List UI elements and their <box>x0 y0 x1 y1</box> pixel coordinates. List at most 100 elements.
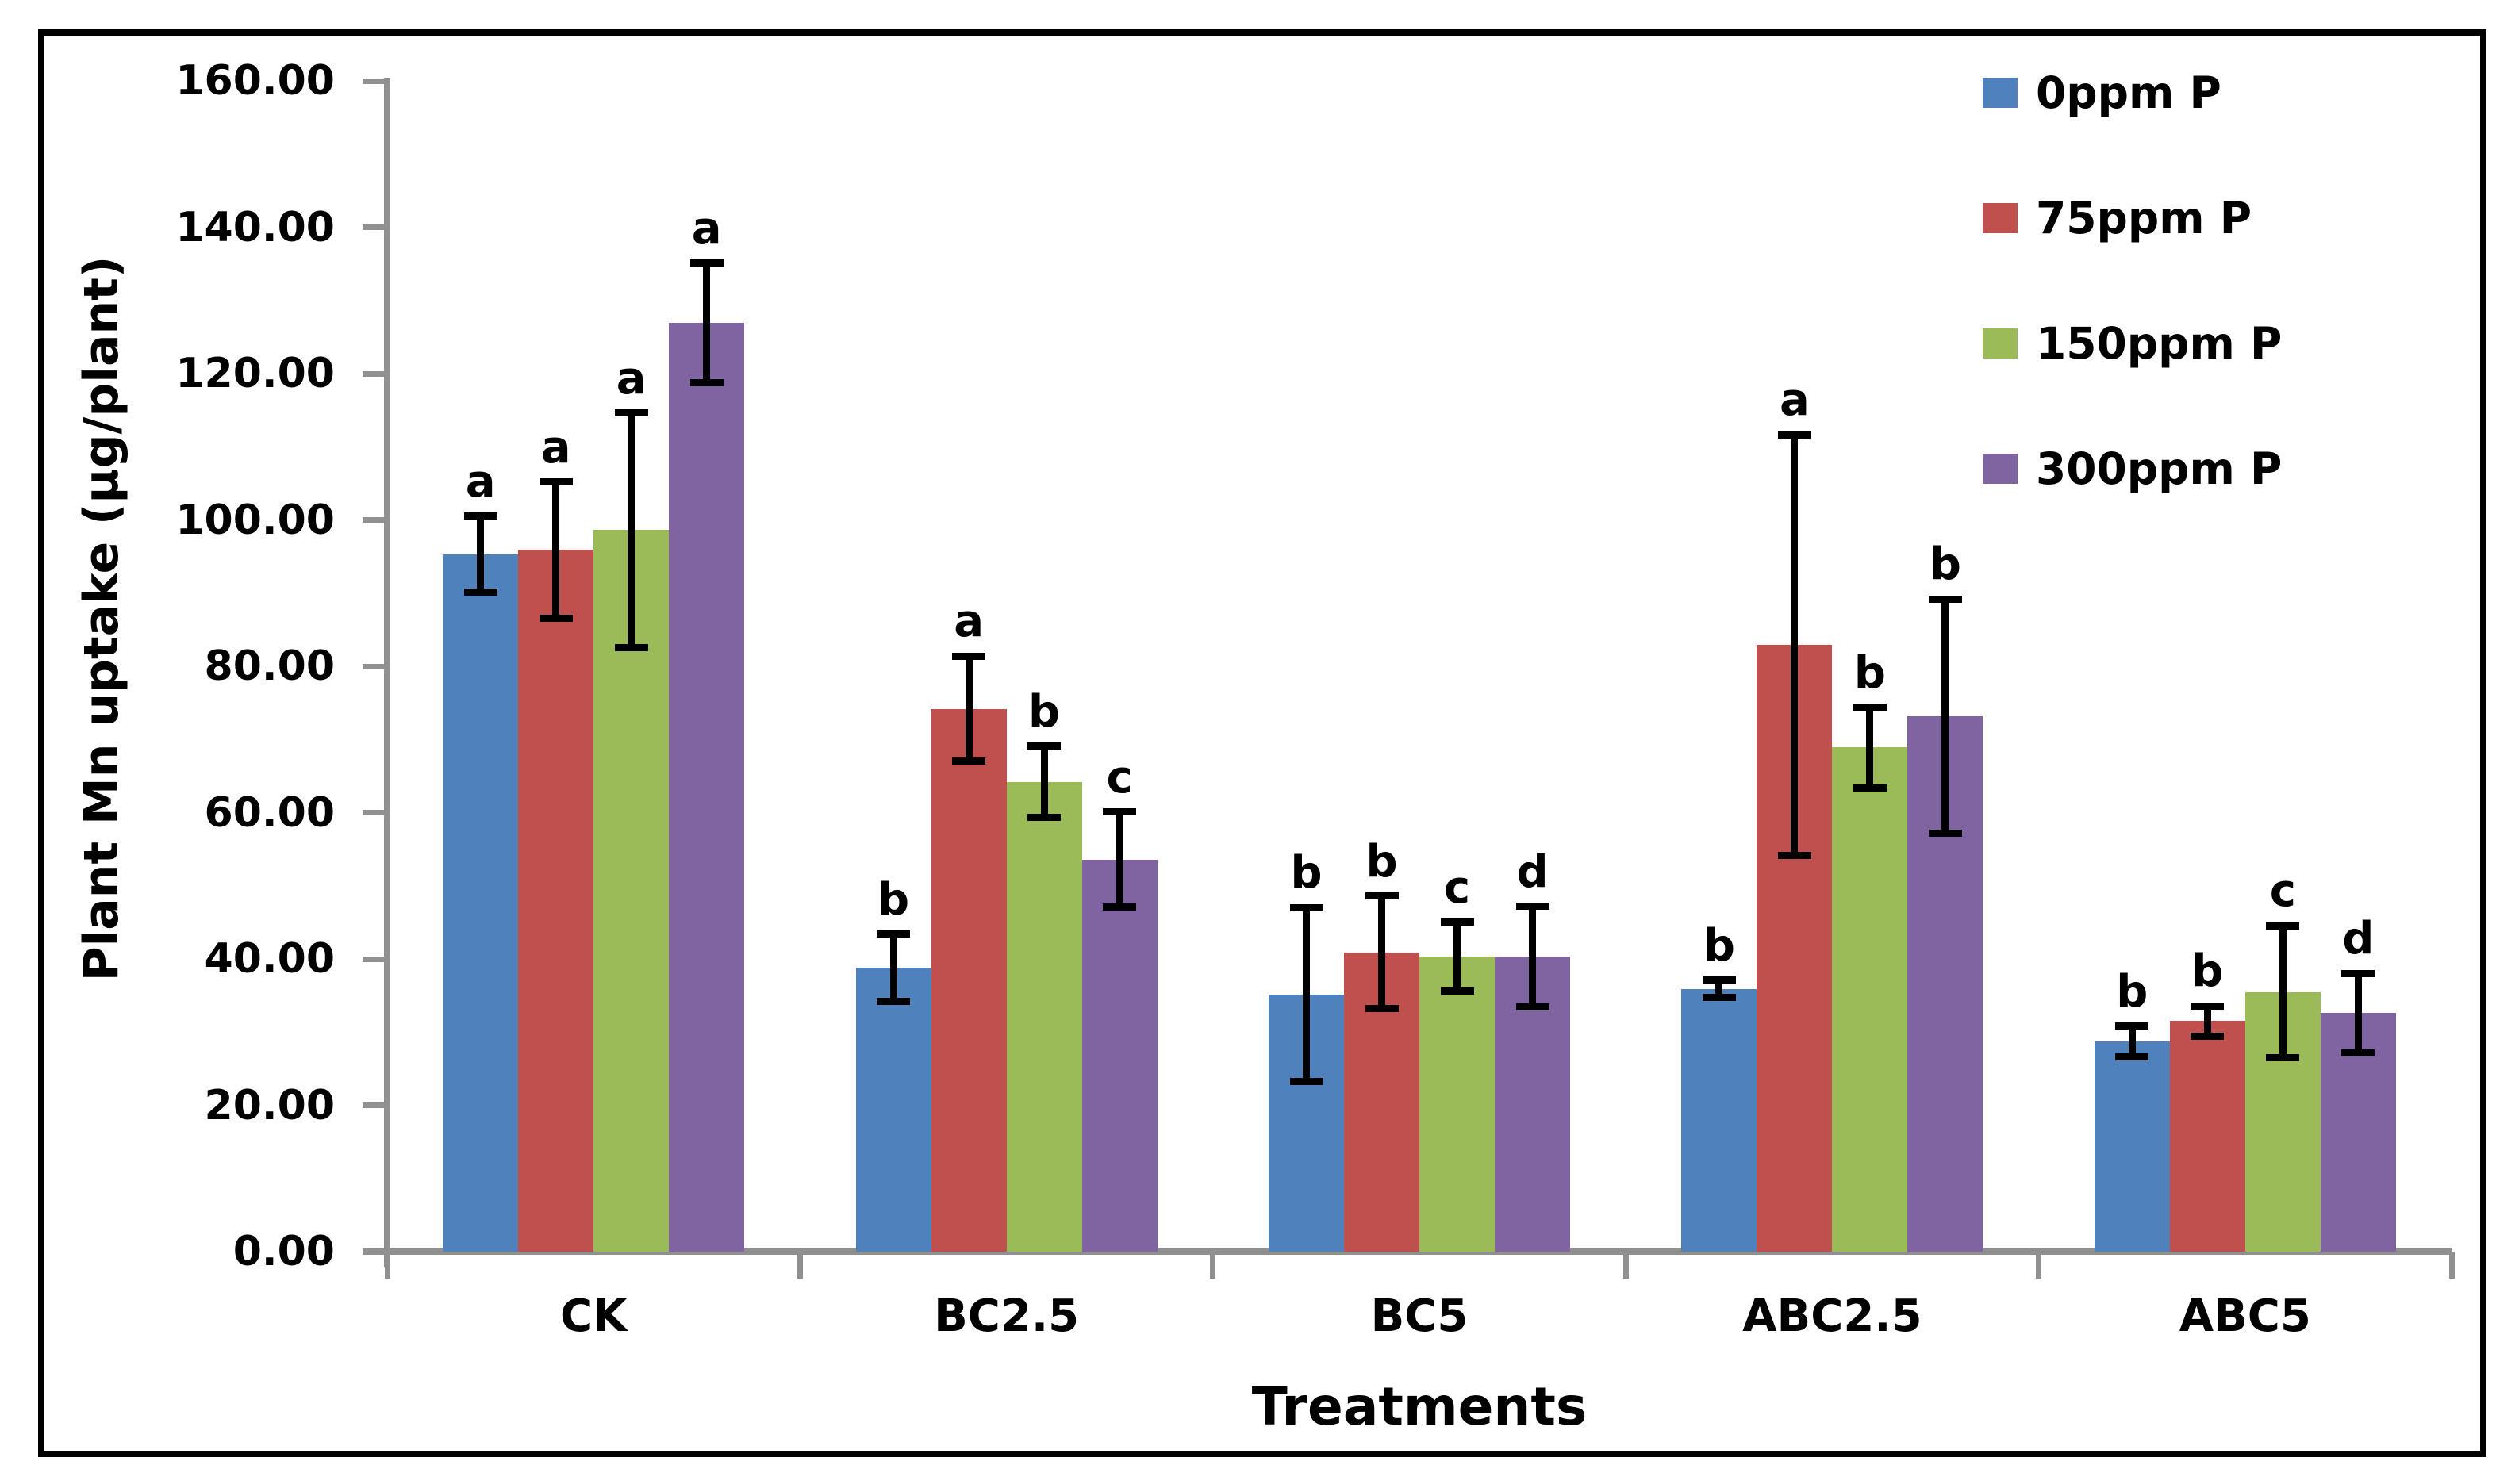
bar-75ppm-P-ABC5 <box>2169 1021 2245 1252</box>
y-tick-label: 60.00 <box>204 788 335 837</box>
error-bar-line-150ppm-P-ABC5 <box>2279 926 2287 1058</box>
significance-letter-300ppm-P-BC5: d <box>1516 846 1549 898</box>
y-tick-label: 120.00 <box>175 350 335 397</box>
error-bar-cap-bottom-0ppm-P-ABC5 <box>2115 1053 2149 1061</box>
error-bar-cap-top-0ppm-P-BC5 <box>1289 903 1323 911</box>
legend-swatch-300ppm-P <box>1983 454 2018 484</box>
error-bar-cap-top-75ppm-P-ABC2.5 <box>1777 431 1811 439</box>
error-bar-line-150ppm-P-BC2.5 <box>1040 746 1048 818</box>
y-tick-label: 100.00 <box>175 496 335 544</box>
y-tick <box>363 810 386 815</box>
y-tick-label: 0.00 <box>232 1228 335 1275</box>
error-bar-line-150ppm-P-BC5 <box>1453 922 1461 991</box>
error-bar-cap-top-0ppm-P-ABC2.5 <box>1702 976 1736 984</box>
error-bar-line-300ppm-P-ABC5 <box>2354 973 2362 1053</box>
error-bar-cap-top-0ppm-P-ABC5 <box>2115 1022 2149 1030</box>
error-bar-cap-top-75ppm-P-BC5 <box>1365 892 1399 900</box>
error-bar-cap-bottom-0ppm-P-BC2.5 <box>877 998 911 1005</box>
bar-300ppm-P-CK <box>669 323 745 1252</box>
significance-letter-300ppm-P-ABC2.5: b <box>1929 539 1961 591</box>
significance-letter-0ppm-P-ABC5: b <box>2116 965 2148 1018</box>
error-bar-line-300ppm-P-BC2.5 <box>1116 811 1123 907</box>
significance-letter-75ppm-P-BC2.5: a <box>954 596 984 648</box>
error-bar-line-300ppm-P-CK <box>703 263 711 383</box>
x-axis-title: Treatments <box>1251 1376 1588 1437</box>
error-bar-line-75ppm-P-BC5 <box>1378 895 1385 1009</box>
x-axis-line <box>363 1248 2452 1255</box>
category-label-ABC5: ABC5 <box>2179 1290 2311 1342</box>
error-bar-cap-bottom-150ppm-P-ABC2.5 <box>1853 784 1887 792</box>
significance-letter-150ppm-P-CK: a <box>616 352 647 405</box>
bar-75ppm-P-CK <box>518 550 594 1252</box>
significance-letter-300ppm-P-BC2.5: c <box>1106 751 1133 803</box>
x-tick <box>384 1252 390 1279</box>
error-bar-cap-top-150ppm-P-ABC5 <box>2266 922 2300 930</box>
error-bar-cap-bottom-150ppm-P-BC2.5 <box>1027 814 1062 822</box>
y-tick-label: 80.00 <box>204 642 335 690</box>
bar-150ppm-P-ABC2.5 <box>1832 747 1908 1252</box>
error-bar-cap-bottom-75ppm-P-ABC5 <box>2191 1033 2225 1041</box>
error-bar-cap-top-75ppm-P-BC2.5 <box>952 652 986 660</box>
significance-letter-300ppm-P-ABC5: d <box>2342 913 2375 965</box>
error-bar-cap-bottom-75ppm-P-ABC2.5 <box>1777 851 1811 859</box>
error-bar-cap-top-75ppm-P-CK <box>539 478 573 486</box>
error-bar-cap-bottom-75ppm-P-BC5 <box>1365 1005 1399 1013</box>
y-tick <box>363 663 386 669</box>
x-tick <box>797 1252 803 1279</box>
y-tick-label: 20.00 <box>204 1081 335 1129</box>
y-tick-label: 40.00 <box>204 935 335 983</box>
error-bar-cap-top-75ppm-P-ABC5 <box>2191 1002 2225 1010</box>
bar-75ppm-P-BC2.5 <box>931 708 1007 1252</box>
error-bar-cap-bottom-300ppm-P-ABC2.5 <box>1928 829 1962 837</box>
significance-letter-150ppm-P-BC2.5: b <box>1028 685 1061 738</box>
error-bar-line-0ppm-P-CK <box>477 516 485 592</box>
error-bar-cap-top-300ppm-P-ABC5 <box>2341 969 2375 977</box>
legend-label-150ppm-P: 150ppm P <box>2036 318 2283 369</box>
error-bar-cap-bottom-150ppm-P-ABC5 <box>2266 1054 2300 1062</box>
error-bar-cap-bottom-300ppm-P-CK <box>689 379 724 387</box>
error-bar-cap-bottom-150ppm-P-BC5 <box>1440 987 1474 995</box>
bar-0ppm-P-CK <box>443 554 519 1252</box>
legend: 0ppm P 75ppm P 150ppm P 300ppm P <box>1976 67 2420 587</box>
error-bar-line-75ppm-P-ABC5 <box>2203 1006 2211 1037</box>
significance-letter-75ppm-P-BC5: b <box>1365 835 1398 888</box>
error-bar-line-300ppm-P-ABC2.5 <box>1941 599 1949 834</box>
y-tick-label: 160.00 <box>175 57 335 105</box>
error-bar-line-75ppm-P-ABC2.5 <box>1791 435 1799 855</box>
y-tick <box>363 370 386 377</box>
significance-letter-0ppm-P-ABC2.5: b <box>1703 919 1735 972</box>
error-bar-cap-bottom-300ppm-P-BC5 <box>1515 1003 1549 1011</box>
error-bar-cap-bottom-0ppm-P-CK <box>463 589 497 596</box>
error-bar-cap-top-300ppm-P-CK <box>689 259 724 267</box>
error-bar-cap-top-300ppm-P-ABC2.5 <box>1928 595 1962 603</box>
y-tick <box>363 1102 386 1108</box>
category-label-ABC2.5: ABC2.5 <box>1742 1290 1922 1342</box>
significance-letter-150ppm-P-BC5: c <box>1443 861 1471 914</box>
error-bar-cap-top-150ppm-P-BC5 <box>1440 918 1474 926</box>
error-bar-cap-bottom-300ppm-P-ABC5 <box>2341 1049 2375 1056</box>
error-bar-cap-top-300ppm-P-BC5 <box>1515 903 1549 911</box>
y-tick <box>363 956 386 962</box>
x-tick <box>1622 1252 1629 1279</box>
error-bar-cap-bottom-75ppm-P-BC2.5 <box>952 757 986 765</box>
error-bar-cap-bottom-0ppm-P-BC5 <box>1289 1078 1323 1086</box>
error-bar-cap-top-150ppm-P-BC2.5 <box>1027 742 1062 750</box>
significance-letter-0ppm-P-BC5: b <box>1290 847 1323 899</box>
x-tick <box>2448 1252 2455 1279</box>
category-label-BC2.5: BC2.5 <box>934 1290 1080 1342</box>
bar-150ppm-P-BC5 <box>1419 957 1495 1252</box>
error-bar-cap-bottom-300ppm-P-BC2.5 <box>1103 903 1137 911</box>
category-label-CK: CK <box>559 1290 628 1342</box>
category-label-BC5: BC5 <box>1370 1290 1469 1342</box>
legend-swatch-0ppm-P <box>1983 78 2018 108</box>
error-bar-cap-top-150ppm-P-CK <box>614 409 648 417</box>
error-bar-line-150ppm-P-CK <box>628 412 636 647</box>
error-bar-cap-bottom-150ppm-P-CK <box>614 643 648 651</box>
error-bar-line-0ppm-P-BC5 <box>1303 907 1310 1082</box>
error-bar-line-0ppm-P-BC2.5 <box>889 934 897 1002</box>
bar-0ppm-P-BC2.5 <box>855 968 931 1252</box>
error-bar-line-75ppm-P-CK <box>552 481 560 619</box>
legend-label-0ppm-P: 0ppm P <box>2036 67 2221 118</box>
legend-swatch-150ppm-P <box>1983 328 2018 359</box>
